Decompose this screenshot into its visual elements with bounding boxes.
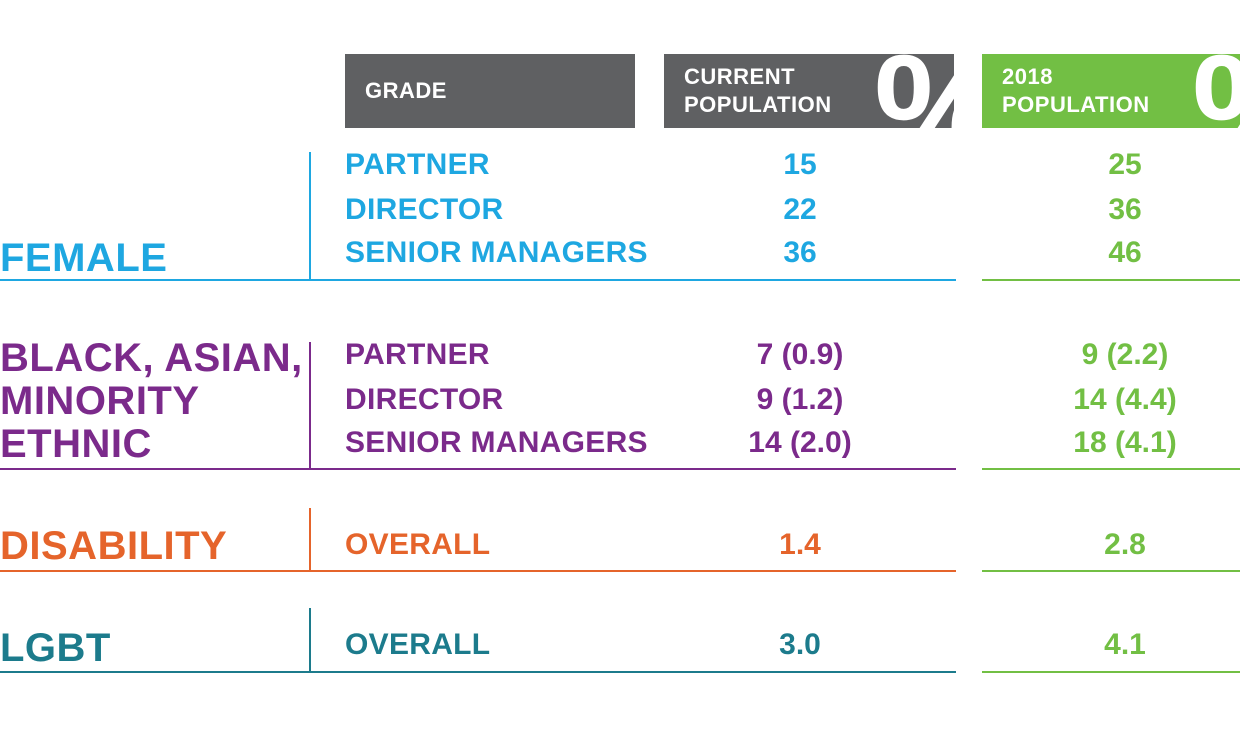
target-percent-symbol: % [1192,54,1240,128]
group-female: FEMALE PARTNER 15 25 DIRECTOR 22 36 SENI… [0,145,1240,285]
group-rule-lgbt-target [982,671,1240,673]
grade-header-label: GRADE [365,78,447,103]
group-disability: DISABILITY OVERALL 1.4 2.8 [0,505,1240,575]
category-label-bame: BLACK, ASIAN, MINORITY ETHNIC [0,337,303,466]
target-header-line1: 2018 [1002,64,1053,89]
current-value: 1.4 [779,528,821,561]
target-value: 46 [1108,236,1142,269]
category-label-lgbt: LGBT [0,627,111,670]
grade-label: OVERALL [345,628,491,661]
table-row-female-partner: PARTNER 15 25 [0,145,1240,185]
category-label-disability: DISABILITY [0,525,227,568]
grade-label: DIRECTOR [345,193,504,226]
group-rule-female [0,279,956,281]
target-population-header: 2018 POPULATION % [982,54,1240,128]
grade-label: OVERALL [345,528,491,561]
target-value: 18 (4.1) [1073,426,1177,459]
current-value: 36 [783,236,817,269]
table-row-bame-director: DIRECTOR 9 (1.2) 14 (4.4) [0,380,1240,420]
grade-label: PARTNER [345,148,490,181]
group-divider-bame [309,342,311,468]
current-header-line1: CURRENT [684,64,796,89]
group-rule-lgbt [0,671,956,673]
group-rule-disability-target [982,570,1240,572]
target-value: 36 [1108,193,1142,226]
current-percent-symbol: % [874,54,954,128]
current-value: 9 (1.2) [756,383,844,416]
target-header-line2: POPULATION [1002,92,1150,117]
grade-label: SENIOR MANAGERS [345,426,648,459]
group-bame: BLACK, ASIAN, MINORITY ETHNIC PARTNER 7 … [0,335,1240,475]
current-value: 15 [783,148,817,181]
table-row-lgbt-overall: OVERALL 3.0 4.1 [0,625,1240,665]
table-row-female-director: DIRECTOR 22 36 [0,190,1240,230]
category-bame-line-3: ETHNIC [0,422,152,466]
category-lgbt-line-1: LGBT [0,626,111,670]
current-header-line2: POPULATION [684,92,832,117]
grade-label: SENIOR MANAGERS [345,236,648,269]
category-bame-line-1: BLACK, ASIAN, [0,336,303,380]
group-divider-female [309,152,311,279]
table-row-disability-overall: OVERALL 1.4 2.8 [0,525,1240,565]
category-bame-line-2: MINORITY [0,379,200,423]
group-rule-bame [0,468,956,470]
table-row-bame-partner: PARTNER 7 (0.9) 9 (2.2) [0,335,1240,375]
grade-label: PARTNER [345,338,490,371]
group-rule-bame-target [982,468,1240,470]
target-value: 4.1 [1104,628,1146,661]
target-value: 9 (2.2) [1081,338,1169,371]
grade-label: DIRECTOR [345,383,504,416]
target-value: 2.8 [1104,528,1146,561]
grade-header: GRADE [345,54,635,128]
table-row-female-senior-managers: SENIOR MANAGERS 36 46 [0,233,1240,273]
current-value: 3.0 [779,628,821,661]
category-female-line-1: FEMALE [0,236,168,280]
target-value: 25 [1108,148,1142,181]
group-lgbt: LGBT OVERALL 3.0 4.1 [0,605,1240,677]
table-row-bame-senior-managers: SENIOR MANAGERS 14 (2.0) 18 (4.1) [0,423,1240,463]
current-population-header: CURRENT POPULATION % [664,54,954,128]
group-rule-female-target [982,279,1240,281]
current-value: 22 [783,193,817,226]
target-value: 14 (4.4) [1073,383,1177,416]
group-divider-disability [309,508,311,570]
current-value: 14 (2.0) [748,426,852,459]
group-divider-lgbt [309,608,311,671]
category-label-female: FEMALE [0,237,167,280]
current-value: 7 (0.9) [756,338,844,371]
group-rule-disability [0,570,956,572]
category-disability-line-1: DISABILITY [0,524,228,568]
